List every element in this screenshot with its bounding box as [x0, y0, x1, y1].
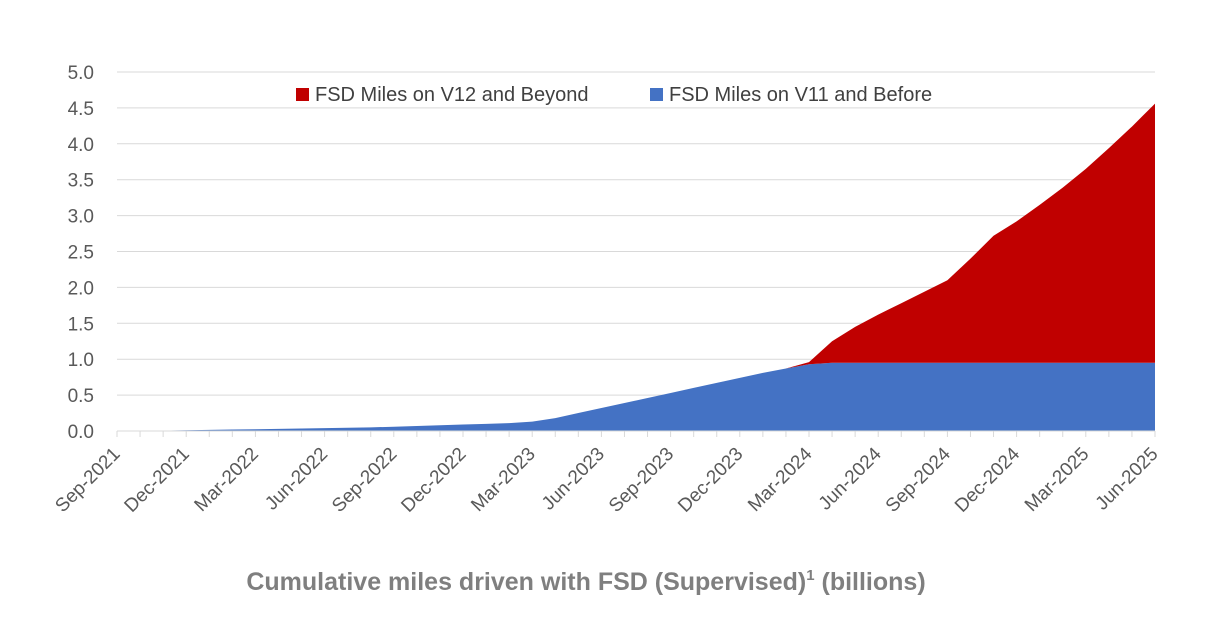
y-tick-label: 3.0	[68, 207, 94, 228]
y-tick-label: 2.5	[68, 243, 94, 264]
x-tick-label: Jun-2022	[261, 444, 332, 515]
legend: FSD Miles on V12 and Beyond FSD Miles on …	[296, 84, 932, 106]
y-tick-label: 4.5	[68, 99, 94, 120]
x-tick-label: Sep-2021	[51, 444, 124, 517]
x-tick-label: Mar-2023	[467, 444, 539, 516]
y-tick-label: 3.5	[68, 171, 94, 192]
area-series-v12-and-beyond	[117, 103, 1155, 431]
legend-swatch	[650, 88, 663, 101]
y-tick-label: 5.0	[68, 63, 94, 84]
x-tick-label: Sep-2024	[882, 443, 955, 516]
x-tick-label: Dec-2024	[951, 443, 1024, 516]
y-axis: 0.0 0.5 1.0 1.5 2.0 2.5 3.0 3.5 4.0 4.5 5.0	[68, 63, 94, 443]
y-tick-label: 0.0	[68, 422, 94, 443]
x-tick-label: Dec-2023	[674, 444, 747, 517]
legend-swatch	[296, 88, 309, 101]
x-tick-label: Mar-2022	[191, 444, 263, 516]
legend-label: FSD Miles on V11 and Before	[669, 84, 932, 106]
y-tick-label: 1.0	[68, 350, 94, 371]
area-series-v11-and-before	[117, 362, 1155, 431]
legend-item-v12-and-beyond: FSD Miles on V12 and Beyond	[296, 84, 589, 106]
chart-title: Cumulative miles driven with FSD (Superv…	[246, 567, 925, 596]
chart-title-superscript: 1	[806, 567, 814, 584]
x-tick-label: Dec-2021	[121, 444, 194, 517]
x-tick-label: Jun-2024	[815, 443, 886, 514]
y-tick-label: 1.5	[68, 314, 94, 335]
y-tick-label: 2.0	[68, 278, 94, 299]
y-tick-label: 0.5	[68, 386, 94, 407]
x-tick-label: Sep-2023	[605, 444, 678, 517]
x-tick-label: Mar-2025	[1021, 444, 1093, 516]
chart-title-main: Cumulative miles driven with FSD (Superv…	[246, 568, 806, 596]
x-tick-label: Dec-2022	[397, 444, 470, 517]
x-tick-label: Mar-2024	[744, 443, 817, 516]
plot-area	[117, 103, 1155, 431]
legend-label: FSD Miles on V12 and Beyond	[315, 84, 589, 106]
chart-title-suffix: (billions)	[815, 568, 926, 596]
y-tick-label: 4.0	[68, 135, 94, 156]
legend-item-v11-and-before: FSD Miles on V11 and Before	[650, 84, 932, 106]
x-axis-labels: Sep-2021Dec-2021Mar-2022Jun-2022Sep-2022…	[51, 443, 1162, 516]
x-tick-label: Sep-2022	[328, 444, 401, 517]
gridlines	[117, 71, 1155, 396]
x-tick-label: Jun-2025	[1092, 444, 1163, 515]
x-axis	[116, 430, 1156, 437]
x-tick-label: Jun-2023	[538, 444, 609, 515]
